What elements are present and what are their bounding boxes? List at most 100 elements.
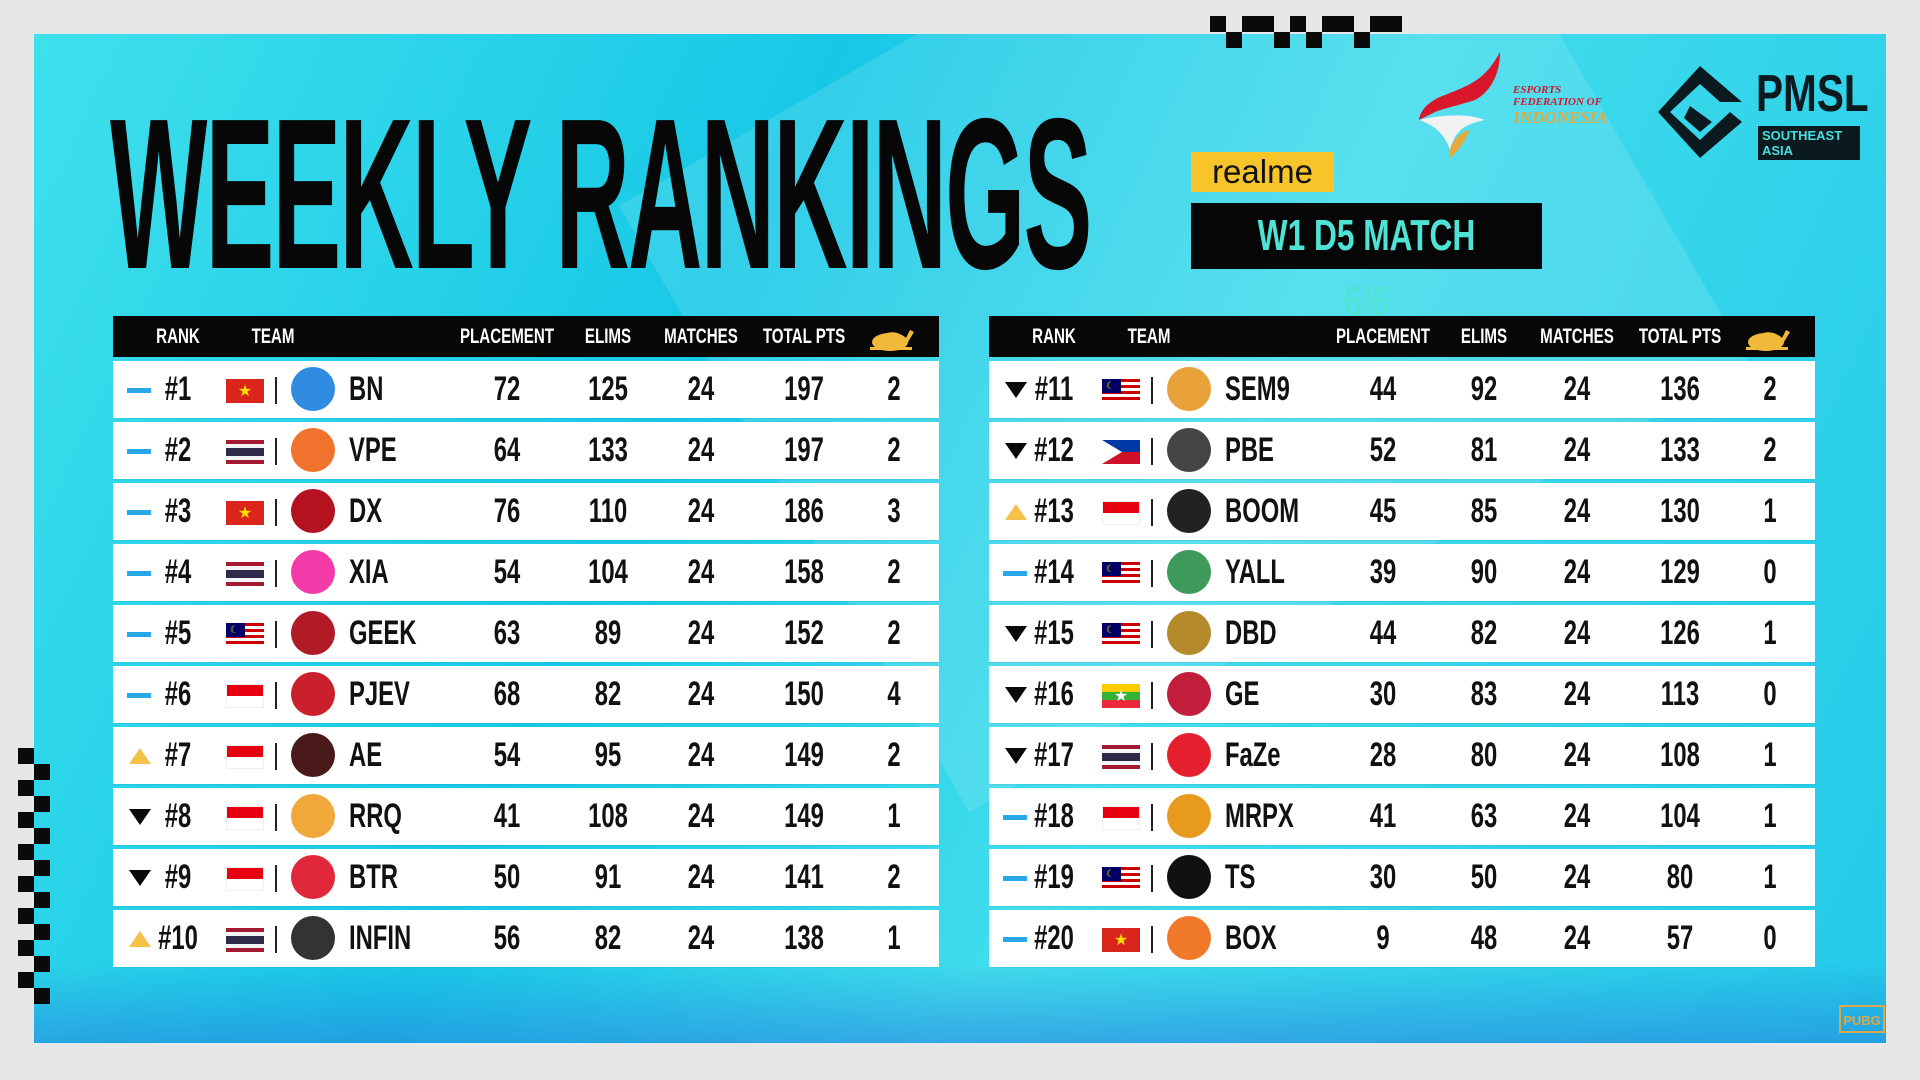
wwcd-cell: 1 — [1763, 797, 1777, 835]
placement-cell: 76 — [493, 492, 521, 530]
total-cell: 186 — [784, 492, 824, 530]
table-row[interactable]: #17 FaZe 28 80 24 108 1 — [989, 727, 1815, 784]
trend-unchanged-icon — [127, 605, 151, 662]
team-name[interactable]: GE — [1225, 675, 1260, 713]
team-name[interactable]: XIA — [349, 553, 389, 591]
team-name[interactable]: MRPX — [1225, 797, 1294, 835]
team-name[interactable]: SEM9 — [1225, 370, 1290, 408]
column-header-total[interactable]: TOTAL PTS — [1638, 325, 1722, 348]
flag-ph-icon — [1102, 440, 1140, 464]
table-row[interactable]: #19 ☾ TS 30 50 24 80 1 — [989, 849, 1815, 906]
team-name[interactable]: TS — [1225, 858, 1256, 896]
column-header-total[interactable]: TOTAL PTS — [762, 325, 846, 348]
table-row[interactable]: #8 RRQ 41 108 24 149 1 — [113, 788, 939, 845]
elims-cell: 82 — [594, 919, 622, 957]
table-header: RANK TEAM PLACEMENT ELIMS MATCHES TOTAL PTS — [989, 316, 1815, 357]
team-name[interactable]: BOOM — [1225, 492, 1300, 530]
team-name[interactable]: GEEK — [349, 614, 417, 652]
column-header-matches[interactable]: MATCHES — [1540, 325, 1614, 348]
separator — [1151, 560, 1153, 587]
wwcd-cell: 2 — [887, 431, 901, 469]
elims-cell: 82 — [594, 675, 622, 713]
placement-cell: 41 — [493, 797, 521, 835]
column-header-rank[interactable]: RANK — [156, 325, 200, 348]
matches-cell: 24 — [687, 431, 715, 469]
placement-cell: 54 — [493, 553, 521, 591]
table-row[interactable]: #13 BOOM 45 85 24 130 1 — [989, 483, 1815, 540]
table-row[interactable]: #9 BTR 50 91 24 141 2 — [113, 849, 939, 906]
column-header-rank[interactable]: RANK — [1032, 325, 1076, 348]
rank-cell: #20 — [1034, 919, 1074, 957]
table-row[interactable]: #14 ☾ YALL 39 90 24 129 0 — [989, 544, 1815, 601]
separator — [1151, 438, 1153, 465]
rank-cell: #15 — [1034, 614, 1074, 652]
trend-unchanged-icon — [1003, 544, 1027, 601]
team-name[interactable]: DX — [349, 492, 383, 530]
team-name[interactable]: BTR — [349, 858, 398, 896]
table-row[interactable]: #3 ★ DX 76 110 24 186 3 — [113, 483, 939, 540]
table-row[interactable]: #16 ★ GE 30 83 24 113 0 — [989, 666, 1815, 723]
table-row[interactable]: #12 PBE 52 81 24 133 2 — [989, 422, 1815, 479]
flag-id-icon — [1102, 501, 1140, 525]
matches-cell: 24 — [1563, 919, 1591, 957]
column-header-team[interactable]: TEAM — [1127, 325, 1171, 348]
table-row[interactable]: #20 ★ BOX 9 48 24 57 0 — [989, 910, 1815, 967]
team-name[interactable]: PBE — [1225, 431, 1274, 469]
total-cell: 138 — [784, 919, 824, 957]
team-name[interactable]: INFIN — [349, 919, 412, 957]
column-header-matches[interactable]: MATCHES — [664, 325, 738, 348]
team-name[interactable]: BOX — [1225, 919, 1277, 957]
table-row[interactable]: #18 MRPX 41 63 24 104 1 — [989, 788, 1815, 845]
matches-cell: 24 — [687, 614, 715, 652]
elims-cell: 125 — [588, 370, 628, 408]
table-row[interactable]: #5 ☾ GEEK 63 89 24 152 2 — [113, 605, 939, 662]
trend-down-icon — [127, 849, 151, 906]
column-header-team[interactable]: TEAM — [251, 325, 295, 348]
team-logo-icon — [1167, 550, 1211, 594]
team-name[interactable]: FaZe — [1225, 736, 1281, 774]
column-header-elims[interactable]: ELIMS — [1460, 325, 1508, 348]
elims-cell: 91 — [594, 858, 622, 896]
column-header-placement[interactable]: PLACEMENT — [459, 325, 555, 348]
city-skyline-decoration — [34, 963, 1886, 1043]
flag-th-icon — [226, 440, 264, 464]
separator — [1151, 865, 1153, 892]
svg-text:PUBG: PUBG — [1843, 1013, 1881, 1028]
team-name[interactable]: AE — [349, 736, 383, 774]
column-header-placement[interactable]: PLACEMENT — [1335, 325, 1431, 348]
total-cell: 129 — [1660, 553, 1700, 591]
total-cell: 113 — [1660, 675, 1700, 713]
matches-cell: 24 — [687, 370, 715, 408]
total-cell: 80 — [1666, 858, 1694, 896]
placement-cell: 72 — [493, 370, 521, 408]
table-row[interactable]: #2 VPE 64 133 24 197 2 — [113, 422, 939, 479]
wwcd-cell: 2 — [887, 614, 901, 652]
team-name[interactable]: PJEV — [349, 675, 410, 713]
table-row[interactable]: #7 AE 54 95 24 149 2 — [113, 727, 939, 784]
flag-vn-icon: ★ — [226, 379, 264, 403]
flag-vn-icon: ★ — [226, 501, 264, 525]
total-cell: 133 — [1660, 431, 1700, 469]
team-name[interactable]: YALL — [1225, 553, 1285, 591]
placement-cell: 64 — [493, 431, 521, 469]
table-row[interactable]: #10 INFIN 56 82 24 138 1 — [113, 910, 939, 967]
wwcd-cell: 2 — [887, 736, 901, 774]
table-row[interactable]: #1 ★ BN 72 125 24 197 2 — [113, 361, 939, 418]
table-row[interactable]: #11 ☾ SEM9 44 92 24 136 2 — [989, 361, 1815, 418]
wwcd-cell: 2 — [887, 858, 901, 896]
elims-cell: 89 — [594, 614, 622, 652]
team-name[interactable]: DBD — [1225, 614, 1277, 652]
matches-cell: 24 — [1563, 553, 1591, 591]
team-name[interactable]: BN — [349, 370, 384, 408]
flag-my-icon: ☾ — [1102, 379, 1140, 403]
team-name[interactable]: VPE — [349, 431, 397, 469]
separator — [275, 438, 277, 465]
rank-cell: #16 — [1034, 675, 1074, 713]
wwcd-cell: 2 — [1763, 370, 1777, 408]
table-row[interactable]: #6 PJEV 68 82 24 150 4 — [113, 666, 939, 723]
column-header-elims[interactable]: ELIMS — [584, 325, 632, 348]
table-row[interactable]: #15 ☾ DBD 44 82 24 126 1 — [989, 605, 1815, 662]
team-name[interactable]: RRQ — [349, 797, 402, 835]
table-row[interactable]: #4 XIA 54 104 24 158 2 — [113, 544, 939, 601]
pmsl-emblem-icon — [1658, 66, 1742, 158]
